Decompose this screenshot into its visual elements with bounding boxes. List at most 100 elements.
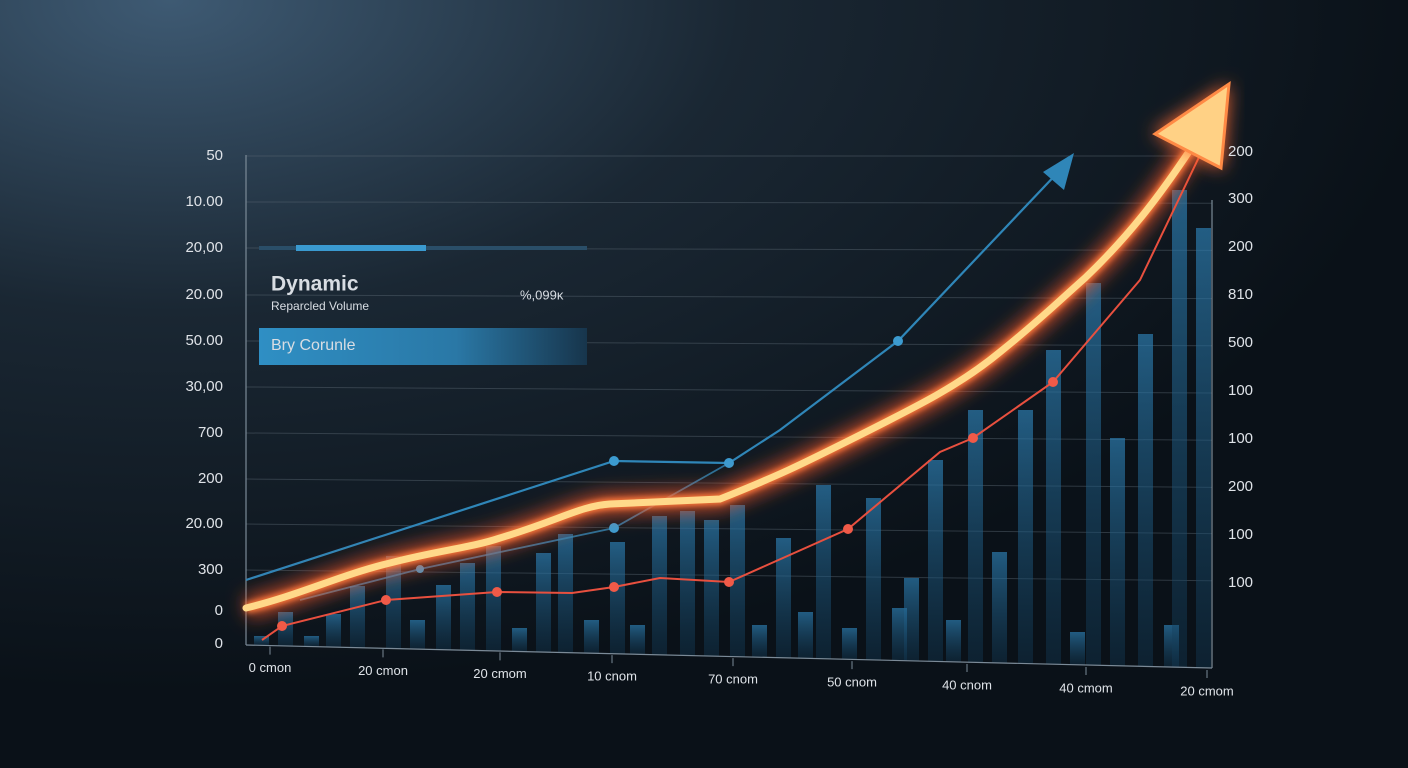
left-axis-label: 10.00	[185, 193, 223, 210]
decor-bar	[1070, 632, 1085, 665]
point	[277, 621, 287, 631]
decor-bar	[928, 460, 943, 662]
point	[1048, 377, 1058, 387]
decor-bar	[968, 410, 983, 663]
arrowhead	[1152, 80, 1231, 171]
decor-bar	[436, 585, 451, 650]
decor-bar	[730, 505, 745, 657]
x-axis-label: 70 cnom	[708, 672, 758, 687]
decor-bar	[610, 542, 625, 654]
decor-bar	[842, 628, 857, 660]
point	[492, 587, 502, 597]
blue-points	[416, 336, 903, 573]
right-axis-label: 810	[1228, 286, 1253, 303]
right-axis-label: 200	[1228, 143, 1253, 160]
point	[843, 524, 853, 534]
point	[724, 458, 734, 468]
bottom-axis	[245, 644, 1213, 669]
x-axis-label: 20 cmon	[358, 663, 408, 678]
decor-bar	[512, 628, 527, 652]
decor-bar	[752, 625, 767, 658]
decor-bar	[798, 612, 813, 659]
point	[609, 582, 619, 592]
decor-bar	[680, 511, 695, 656]
decor-bar	[704, 520, 719, 656]
trend-line	[242, 146, 1194, 612]
point	[893, 336, 903, 346]
decor-bar	[1172, 190, 1187, 668]
panel-button	[259, 328, 587, 365]
x-axis-label: 40 cmom	[1059, 680, 1112, 695]
x-axis-label: 0 cmon	[249, 660, 292, 675]
right-axis-label: 100	[1228, 430, 1253, 447]
panel-title: Dynamic	[271, 273, 359, 296]
decor-bar	[304, 636, 319, 647]
left-axis-label: 700	[198, 424, 223, 441]
decor-bar	[460, 563, 475, 651]
x-axis-label: 20 cmom	[473, 666, 526, 681]
decor-bar	[1086, 283, 1101, 666]
decor-bar	[1196, 228, 1211, 668]
trend-arrow	[242, 80, 1231, 619]
point	[724, 577, 734, 587]
right-axis-label: 200	[1228, 238, 1253, 255]
point	[381, 595, 391, 605]
decor-bar	[584, 620, 599, 654]
panel-figure: %,099ĸ	[520, 287, 564, 302]
decor-bar	[992, 552, 1007, 663]
info-panel: Dynamic Reparcled Volume %,099ĸ Bry Coru…	[259, 245, 587, 365]
decor-bar	[776, 538, 791, 658]
decor-bar	[1138, 334, 1153, 667]
decor-bar	[254, 636, 269, 646]
decor-bar	[386, 556, 401, 649]
left-axis-label: 300	[198, 561, 223, 578]
left-axis-label: 50	[206, 147, 223, 164]
x-axis-label: 20 cmom	[1180, 683, 1233, 698]
decor-bar	[652, 516, 667, 655]
decor-bar	[536, 553, 551, 652]
x-axis-label: 50 cnom	[827, 675, 877, 690]
decor-bar	[816, 485, 831, 659]
left-axis-label: 0	[215, 602, 223, 619]
left-axis-label: 0	[215, 635, 223, 652]
progress-fill	[296, 245, 426, 251]
right-axis-label: 100	[1228, 574, 1253, 591]
decor-bar	[946, 620, 961, 662]
right-axis-label: 500	[1228, 334, 1253, 351]
decor-bar	[1018, 410, 1033, 664]
point	[609, 523, 619, 533]
decor-bar	[1046, 350, 1061, 665]
decor-bar	[866, 498, 881, 660]
left-axis-label: 30,00	[185, 378, 223, 395]
blue-line	[245, 167, 1063, 582]
grid-line	[245, 201, 1213, 204]
right-axis-label: 300	[1228, 190, 1253, 207]
point	[609, 456, 619, 466]
panel-subtitle: Reparcled Volume	[271, 299, 369, 313]
x-axis-label: 40 cnom	[942, 677, 992, 692]
axis-labels: 50 10.00 20,00 20.00 50.00 30,00 700 200 20.00 30…	[185, 143, 1253, 698]
blue-arrowhead	[1043, 153, 1074, 190]
panel-button-label: Bry Corunle	[271, 337, 356, 354]
left-axis-label: 200	[198, 470, 223, 487]
right-axis-label: 200	[1228, 478, 1253, 495]
left-axis-label: 50.00	[185, 332, 223, 349]
left-axis-label: 20.00	[185, 515, 223, 532]
x-axis-label: 10 cnom	[587, 669, 637, 684]
decor-bar	[410, 620, 425, 649]
red-points	[277, 377, 1058, 631]
decor-bar	[486, 546, 501, 651]
right-axis-label: 100	[1228, 526, 1253, 543]
decor-bar	[326, 614, 341, 647]
left-axis-label: 20,00	[185, 239, 223, 256]
decor-bar	[630, 625, 645, 655]
decor-bar	[904, 578, 919, 661]
decor-bar	[350, 586, 365, 648]
right-axis-label: 100	[1228, 382, 1253, 399]
decor-bar	[1110, 438, 1125, 666]
bars	[254, 190, 1211, 668]
left-axis-label: 20.00	[185, 286, 223, 303]
